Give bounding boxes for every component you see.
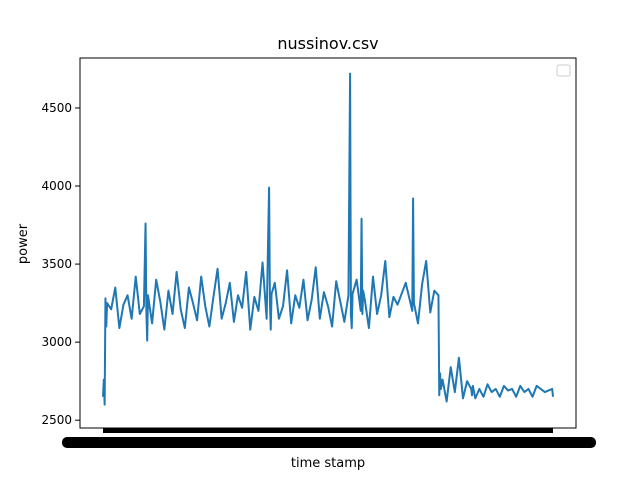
legend-box (556, 64, 571, 77)
x-axis (62, 428, 596, 448)
y-tick-label: 2500 (41, 413, 72, 427)
x-axis-label: time stamp (291, 456, 365, 471)
axes-frame (79, 57, 577, 429)
y-tick-label: 3500 (41, 257, 72, 271)
y-axis: 2500 3000 3500 4000 4500 (41, 101, 80, 427)
power-series-line (102, 72, 554, 406)
chart-title: nussinov.csv (277, 34, 378, 53)
y-tick-label: 3000 (41, 335, 72, 349)
y-tick-label: 4500 (41, 101, 72, 115)
y-axis-label: power (16, 223, 31, 264)
x-tick-marks (103, 428, 553, 433)
plot-area (102, 72, 554, 406)
y-tick-label: 4000 (41, 179, 72, 193)
x-tick-labels-overlapping (62, 437, 596, 448)
